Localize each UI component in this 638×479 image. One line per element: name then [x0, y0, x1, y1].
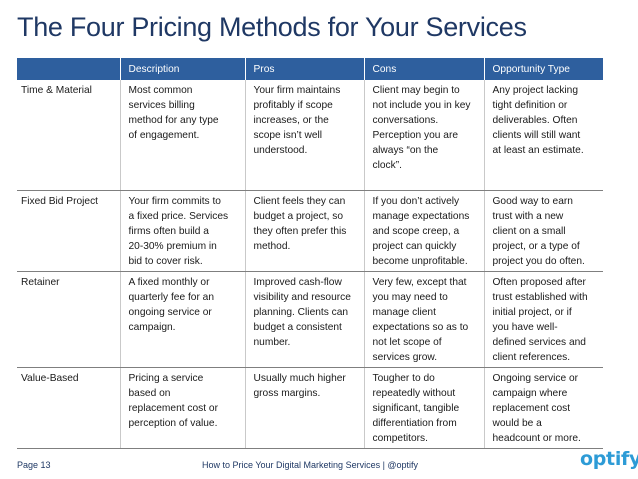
pricing-methods-table: Description Pros Cons Opportunity Type T…: [17, 58, 603, 449]
row-pros: Usually much higher gross margins.: [245, 367, 365, 449]
row-cons: Very few, except that you may need to ma…: [364, 271, 485, 368]
row-description: Your firm commits to a fixed price. Serv…: [120, 190, 246, 272]
row-cons: Tougher to do repeatedly without signifi…: [364, 367, 485, 449]
table-row: Retainer A fixed monthly or quarterly fe…: [17, 271, 603, 368]
row-opportunity: Good way to earn trust with a new client…: [484, 190, 603, 272]
row-description: Pricing a service based on replacement c…: [120, 367, 246, 449]
header-opportunity-type: Opportunity Type: [484, 58, 603, 80]
row-pros: Improved cash-flow visibility and resour…: [245, 271, 365, 368]
table-row: Time & Material Most common services bil…: [17, 80, 603, 191]
row-method: Retainer: [17, 271, 121, 368]
row-method: Value-Based: [17, 367, 121, 449]
table-header-row: Description Pros Cons Opportunity Type: [17, 58, 603, 80]
row-description: A fixed monthly or quarterly fee for an …: [120, 271, 246, 368]
header-description: Description: [120, 58, 246, 80]
optify-logo: optify: [580, 448, 638, 470]
row-cons: Client may begin to not include you in k…: [364, 80, 485, 191]
row-opportunity: Ongoing service or campaign where replac…: [484, 367, 603, 449]
row-opportunity: Often proposed after trust established w…: [484, 271, 603, 368]
row-method: Time & Material: [17, 80, 121, 191]
row-cons: If you don’t actively manage expectation…: [364, 190, 485, 272]
header-cons: Cons: [364, 58, 485, 80]
footer-text: How to Price Your Digital Marketing Serv…: [202, 460, 419, 470]
header-corner: [17, 58, 121, 80]
table-row: Value-Based Pricing a service based on r…: [17, 367, 603, 449]
row-method: Fixed Bid Project: [17, 190, 121, 272]
header-pros: Pros: [245, 58, 365, 80]
row-opportunity: Any project lacking tight definition or …: [484, 80, 603, 191]
row-pros: Your firm maintains profitably if scope …: [245, 80, 365, 191]
row-description: Most common services billing method for …: [120, 80, 246, 191]
table-row: Fixed Bid Project Your firm commits to a…: [17, 190, 603, 272]
row-pros: Client feels they can budget a project, …: [245, 190, 365, 272]
page-title: The Four Pricing Methods for Your Servic…: [17, 12, 527, 42]
page-number: Page 13: [17, 460, 51, 470]
